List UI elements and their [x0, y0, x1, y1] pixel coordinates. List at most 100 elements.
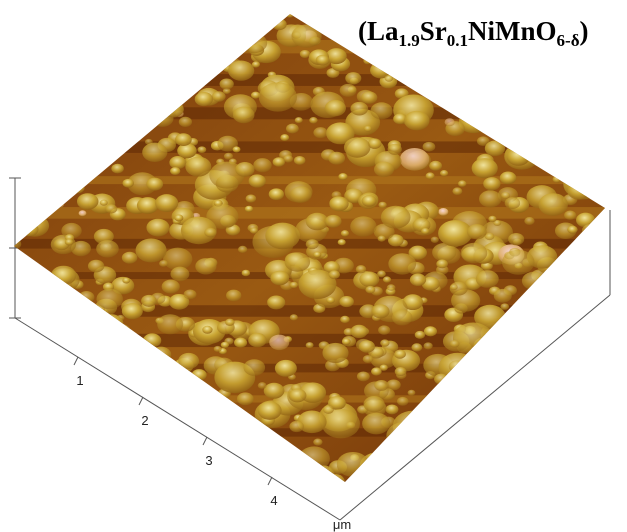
texture: [540, 440, 548, 446]
texture: [339, 296, 354, 307]
texture: [536, 93, 552, 105]
texture: [46, 160, 59, 170]
texture: [415, 331, 425, 339]
texture: [488, 216, 496, 222]
texture: [522, 71, 545, 89]
texture: [142, 143, 167, 162]
texture: [435, 93, 453, 107]
texture: [483, 177, 500, 190]
texture: [41, 122, 79, 151]
texture: [551, 109, 564, 119]
texture: [519, 75, 535, 88]
texture: [359, 340, 375, 352]
texture: [141, 295, 157, 307]
texture: [0, 141, 627, 152]
texture: [56, 18, 71, 30]
texture: [596, 60, 608, 69]
texture: [162, 280, 180, 294]
texture: [329, 196, 348, 211]
texture: [563, 457, 571, 463]
texture: [587, 102, 603, 114]
texture: [526, 316, 555, 338]
texture: [400, 148, 429, 171]
texture: [340, 316, 350, 323]
texture: [238, 246, 247, 253]
texture: [435, 440, 445, 448]
texture: [249, 174, 266, 187]
texture: [92, 418, 106, 429]
texture: [0, 305, 627, 317]
texture: [30, 300, 55, 319]
texture: [593, 175, 601, 181]
texture: [424, 326, 437, 336]
texture: [64, 70, 81, 83]
texture: [418, 462, 447, 484]
texture: [135, 19, 143, 25]
texture: [435, 408, 458, 426]
texture: [484, 438, 510, 458]
texture: [350, 325, 367, 338]
texture: [9, 407, 20, 415]
texture: [461, 243, 488, 263]
texture: [479, 190, 501, 207]
texture: [515, 455, 532, 468]
texture: [189, 77, 197, 83]
texture: [357, 371, 370, 381]
texture: [588, 437, 610, 454]
texture: [487, 45, 497, 53]
texture: [340, 84, 357, 97]
texture: [197, 474, 213, 486]
texture: [129, 348, 139, 356]
texture: [60, 468, 95, 495]
texture: [27, 218, 39, 227]
texture: [342, 13, 352, 21]
texture: [585, 74, 613, 95]
texture: [216, 458, 230, 469]
texture: [323, 405, 334, 413]
texture: [0, 462, 627, 474]
texture: [182, 48, 192, 56]
texture: [152, 110, 174, 127]
texture: [122, 303, 143, 319]
texture: [393, 411, 432, 441]
texture: [535, 313, 543, 319]
texture: [525, 71, 539, 82]
texture: [246, 429, 258, 438]
texture: [248, 333, 266, 347]
texture: [167, 397, 191, 415]
texture: [490, 68, 509, 83]
texture: [526, 292, 543, 305]
texture: [524, 61, 542, 75]
texture: [108, 75, 130, 92]
texture: [85, 321, 94, 328]
texture: [387, 442, 395, 449]
texture: [566, 110, 597, 134]
texture: [32, 364, 58, 384]
texture: [29, 366, 53, 385]
texture: [174, 214, 183, 221]
texture: [443, 386, 457, 397]
texture: [122, 252, 138, 264]
texture: [130, 44, 146, 56]
texture: [60, 39, 76, 51]
texture: [100, 200, 108, 206]
texture: [501, 422, 513, 431]
texture: [246, 194, 257, 202]
texture: [541, 292, 555, 303]
texture: [388, 253, 416, 274]
texture: [108, 109, 117, 116]
texture: [73, 300, 83, 307]
texture: [452, 187, 462, 195]
texture: [532, 398, 550, 411]
texture: [156, 61, 166, 69]
texture: [163, 248, 192, 271]
texture: [108, 45, 122, 56]
texture: [14, 461, 48, 487]
texture: [254, 15, 269, 26]
texture: [294, 156, 305, 165]
texture: [33, 413, 53, 429]
texture: [269, 188, 284, 200]
texture: [192, 369, 207, 381]
texture: [222, 429, 246, 448]
texture: [80, 105, 91, 113]
